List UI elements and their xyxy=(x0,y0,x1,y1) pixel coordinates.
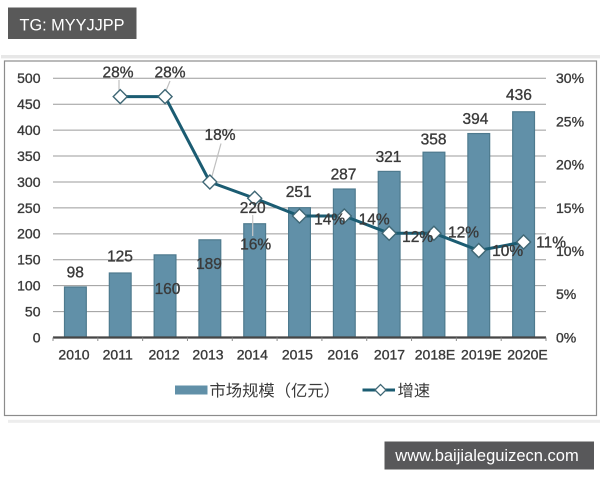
svg-text:12%: 12% xyxy=(448,225,479,242)
svg-text:14%: 14% xyxy=(359,212,390,229)
svg-text:10%: 10% xyxy=(556,243,584,259)
svg-text:500: 500 xyxy=(17,70,41,86)
svg-text:321: 321 xyxy=(376,149,402,166)
svg-text:30%: 30% xyxy=(556,70,584,86)
svg-text:220: 220 xyxy=(240,200,266,217)
svg-text:350: 350 xyxy=(17,148,41,164)
svg-text:16%: 16% xyxy=(240,236,271,253)
svg-text:300: 300 xyxy=(17,174,41,190)
svg-text:2017: 2017 xyxy=(374,346,405,362)
svg-text:2019E: 2019E xyxy=(461,346,501,362)
svg-text:50: 50 xyxy=(25,303,41,319)
svg-text:2011: 2011 xyxy=(103,346,133,362)
svg-text:125: 125 xyxy=(107,248,133,265)
svg-text:TG: MYYJJPP: TG: MYYJJPP xyxy=(20,17,125,35)
svg-text:450: 450 xyxy=(17,96,41,112)
svg-text:100: 100 xyxy=(17,278,41,294)
svg-text:0: 0 xyxy=(33,329,41,345)
svg-text:28%: 28% xyxy=(102,64,133,81)
svg-text:400: 400 xyxy=(17,122,41,138)
svg-text:200: 200 xyxy=(17,226,41,242)
svg-text:11%: 11% xyxy=(536,235,566,252)
svg-text:2012: 2012 xyxy=(149,346,180,362)
svg-text:2010: 2010 xyxy=(58,346,89,362)
svg-text:2015: 2015 xyxy=(282,346,313,362)
svg-text:20%: 20% xyxy=(556,157,584,173)
svg-text:160: 160 xyxy=(155,281,181,298)
svg-text:287: 287 xyxy=(331,167,357,184)
svg-text:0%: 0% xyxy=(556,329,576,345)
svg-text:2013: 2013 xyxy=(192,346,223,362)
svg-text:12%: 12% xyxy=(402,229,433,246)
svg-text:250: 250 xyxy=(17,200,41,216)
svg-text:18%: 18% xyxy=(204,127,235,144)
svg-text:28%: 28% xyxy=(154,64,185,81)
svg-text:10%: 10% xyxy=(492,243,523,260)
svg-text:2014: 2014 xyxy=(237,346,268,362)
svg-text:98: 98 xyxy=(67,265,84,282)
svg-text:15%: 15% xyxy=(556,200,584,216)
svg-text:14%: 14% xyxy=(314,212,345,229)
svg-text:2018E: 2018E xyxy=(415,346,455,362)
svg-text:2020E: 2020E xyxy=(507,346,547,362)
svg-text:2016: 2016 xyxy=(327,346,358,362)
svg-text:www.baijialeguizecn.com: www.baijialeguizecn.com xyxy=(394,447,578,465)
svg-text:394: 394 xyxy=(462,111,488,128)
svg-text:25%: 25% xyxy=(556,113,584,129)
svg-text:189: 189 xyxy=(196,256,222,273)
svg-text:436: 436 xyxy=(506,87,532,104)
svg-text:358: 358 xyxy=(421,132,447,149)
svg-text:251: 251 xyxy=(286,184,312,201)
svg-text:5%: 5% xyxy=(556,286,576,302)
svg-text:150: 150 xyxy=(17,252,41,268)
